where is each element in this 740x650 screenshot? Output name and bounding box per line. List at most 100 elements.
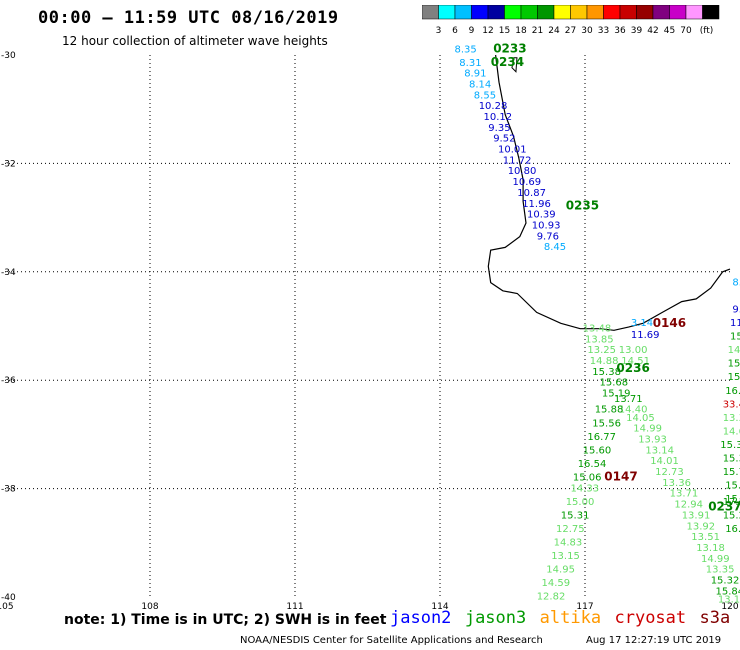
wave-height-label: 17.13: [723, 497, 740, 508]
wave-height-label: 14.33: [571, 483, 600, 494]
wave-height-label: 14.99: [633, 424, 662, 435]
color-scale-label: 36: [614, 26, 626, 36]
x-tick-label: 111: [286, 602, 303, 612]
wave-height-label: 13.48: [583, 323, 612, 334]
pass-time-label: 0233: [493, 41, 526, 55]
wave-height-label: 12.82: [537, 592, 566, 603]
wave-height-label: 10.28: [479, 101, 508, 112]
wave-height-label: 13.71: [614, 394, 643, 405]
footer-credit: NOAA/NESDIS Center for Satellite Applica…: [240, 635, 543, 646]
wave-height-label: 15.5: [728, 372, 740, 383]
wave-height-label: 16.2: [725, 386, 740, 397]
color-scale-label: 24: [548, 26, 560, 36]
map-title: 00:00 – 11:59 UTC 08/16/2019: [38, 8, 339, 28]
wave-height-label: 10.80: [508, 166, 537, 177]
color-scale-label: 3: [436, 26, 442, 36]
wave-height-label: 8.55: [474, 90, 496, 101]
wave-height-label: 14.95: [546, 565, 575, 576]
wave-height-label: 13.71: [670, 489, 699, 500]
wave-height-label: 14.59: [542, 578, 571, 589]
wave-height-label: 13.35: [706, 565, 735, 576]
note-text: note: 1) Time is in UTC; 2) SWH is in fe…: [64, 612, 387, 628]
wave-height-label: 15.31: [561, 510, 590, 521]
wave-height-label: 13.15: [551, 551, 580, 562]
wave-height-label: 13.93: [638, 435, 667, 446]
wave-height-label: 13.30: [723, 413, 740, 424]
wave-height-label: 10.01: [498, 145, 527, 156]
pass-time-label: 0146: [653, 316, 686, 330]
legend-s3a: s3a: [699, 608, 731, 628]
wave-height-label: 8.35: [455, 44, 477, 55]
wave-height-label: 16.77: [587, 432, 616, 443]
map-subtitle: 12 hour collection of altimeter wave hei…: [62, 34, 328, 48]
wave-height-label: 12.94: [674, 500, 703, 511]
wave-height-label: 13.25: [587, 345, 616, 356]
wave-height-label: 10.87: [517, 188, 546, 199]
color-scale-label: 45: [664, 26, 675, 36]
wave-height-label: 13.91: [682, 510, 711, 521]
y-tick-label: -34: [1, 268, 16, 278]
wave-height-label: 16.54: [578, 459, 607, 470]
color-swatch: [702, 5, 720, 20]
footer-generated: Aug 17 12:27:19 UTC 2019: [586, 635, 722, 646]
wave-height-label: 8.31: [459, 58, 481, 69]
wave-height-label: 15.38: [592, 367, 621, 378]
y-tick-label: -30: [1, 51, 16, 61]
color-scale-label: 33: [598, 26, 609, 36]
pass-time-label: 0237: [708, 499, 740, 513]
wave-height-label: 9.76: [537, 231, 559, 242]
satellite-legend: jason2 jason3 altika cryosat s3a: [390, 608, 738, 628]
wave-height-label: 11.96: [522, 199, 551, 210]
wave-height-label: 8.45: [544, 242, 566, 253]
pass-time-label: 0236: [616, 361, 649, 375]
wave-height-label: 8.: [732, 277, 740, 288]
wave-height-label: 14.05: [626, 413, 655, 424]
wave-height-label: 15.: [730, 332, 740, 343]
wave-height-label: 10.69: [513, 177, 542, 188]
wave-height-label: 14.63: [723, 426, 740, 437]
color-scale-label: 27: [565, 26, 576, 36]
y-tick-label: -36: [1, 376, 16, 386]
x-tick-label: 120: [721, 602, 738, 612]
wave-height-label: 15.75: [723, 467, 740, 478]
x-tick-label: 114: [431, 602, 448, 612]
wave-height-label: 14.1: [728, 345, 740, 356]
wave-height-label: 15.32: [711, 576, 740, 587]
pass-time-label: 0235: [566, 199, 599, 213]
color-scale-label: 39: [631, 26, 643, 36]
wave-height-label: 11.: [730, 318, 740, 329]
wave-height-label: 3.14: [631, 318, 653, 329]
color-scale-label: 42: [647, 26, 658, 36]
wave-height-label: 13.14: [645, 445, 674, 456]
wave-height-label: 9.52: [493, 134, 515, 145]
color-scale-label: 15: [499, 26, 510, 36]
legend-altika: altika: [539, 608, 602, 628]
color-scale-label: 18: [515, 26, 527, 36]
wave-height-label: 9.35: [488, 123, 510, 134]
y-tick-label: -32: [1, 159, 16, 169]
wave-height-label: 14.40: [619, 405, 648, 416]
color-scale-label: 9: [469, 26, 475, 36]
color-scale-label: 21: [532, 26, 543, 36]
footer: NOAA/NESDIS Center for Satellite Applica…: [240, 635, 740, 646]
wave-height-label: 11.72: [503, 155, 532, 166]
x-tick-label: 117: [576, 602, 593, 612]
wave-height-label: 13.18: [696, 543, 725, 554]
island: [511, 57, 518, 73]
x-tick-label: 108: [141, 602, 158, 612]
wave-height-label: 15.84: [716, 586, 740, 597]
wave-height-label: 10.93: [532, 220, 561, 231]
wave-height-label: 8.14: [469, 80, 491, 91]
wave-height-label: 13.92: [687, 521, 716, 532]
legend-cryosat: cryosat: [614, 608, 687, 628]
x-tick-label: 105: [0, 602, 14, 612]
wave-height-label: 10.39: [527, 210, 556, 221]
wave-height-label: 15.06: [573, 473, 602, 484]
y-tick-label: -38: [1, 485, 16, 495]
wave-height-label: 15.56: [592, 418, 621, 429]
wave-height-label: 12.73: [655, 467, 684, 478]
wave-height-label: 14.88: [590, 356, 619, 367]
wave-height-label: 10.12: [484, 112, 513, 123]
wave-height-label: 8.91: [464, 69, 486, 80]
wave-height-label: 16.80: [725, 524, 740, 535]
